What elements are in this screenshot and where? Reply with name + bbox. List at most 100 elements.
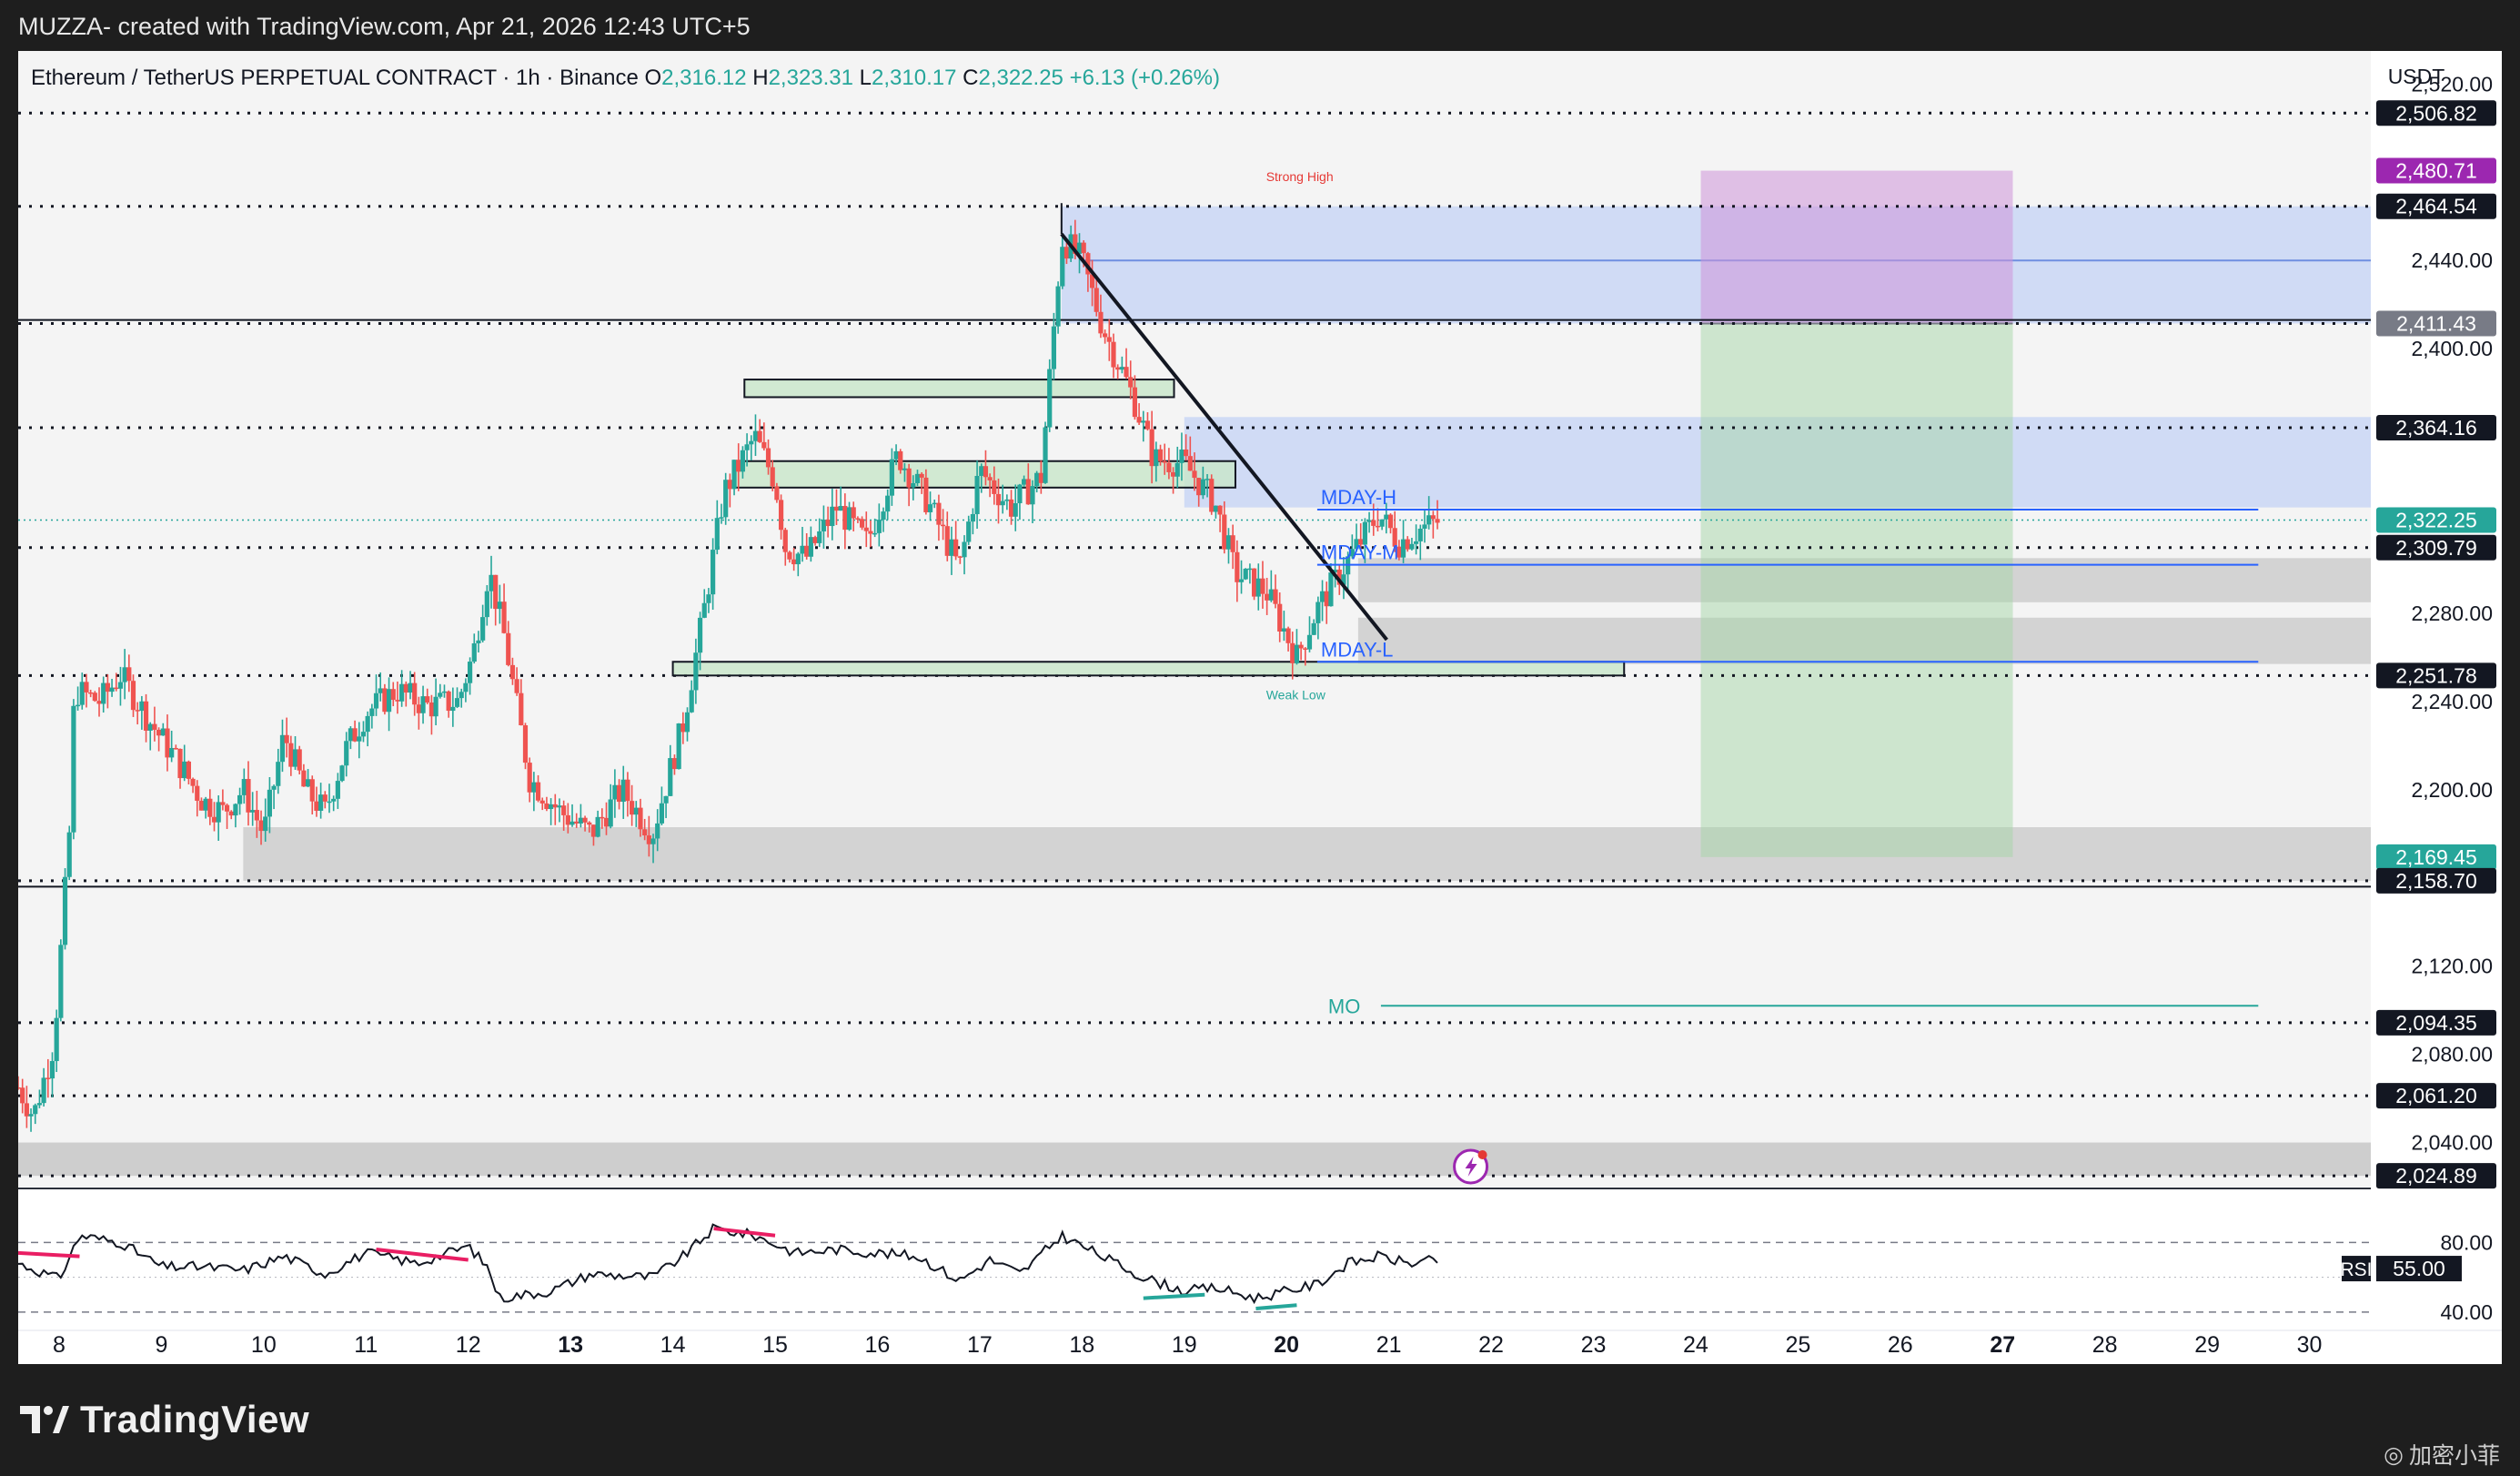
rsi-divergence-line: [376, 1248, 469, 1262]
candle-body: [1038, 472, 1043, 483]
candle-body: [1047, 369, 1053, 428]
candle-body: [1222, 514, 1227, 550]
candle-body: [987, 477, 993, 480]
candle-body: [378, 688, 383, 693]
time-tick-label: 26: [1888, 1332, 1913, 1358]
candle-body: [846, 507, 852, 531]
price-badge-text: 2,169.45: [2395, 845, 2477, 869]
candle-body: [590, 824, 597, 837]
candle-body: [800, 545, 805, 554]
legend-close-label: C: [963, 66, 979, 90]
currency-label: USDT: [2388, 65, 2445, 88]
price-badge-box: [2376, 157, 2496, 184]
legend-high-label: H: [752, 66, 769, 90]
candle-body: [75, 704, 81, 707]
candle-body: [84, 682, 89, 693]
watermark-text: 加密小菲: [2408, 1442, 2500, 1469]
candle-body: [109, 687, 115, 693]
candle-body: [995, 493, 1002, 506]
candle-body: [493, 574, 499, 610]
candle-body: [872, 532, 878, 535]
candle-body: [633, 807, 639, 815]
bottom-bar: [0, 1364, 2520, 1476]
candle-body: [940, 524, 946, 527]
candle-body: [79, 682, 85, 705]
candle-body: [587, 822, 592, 825]
candle-body: [1205, 479, 1210, 480]
candle-body: [1170, 471, 1176, 477]
price-badge-text: 2,094.35: [2395, 1011, 2477, 1035]
candle-body: [156, 729, 162, 736]
candle-body: [1379, 519, 1385, 527]
candle-body: [241, 779, 247, 795]
weak-low-label: Weak Low: [1266, 687, 1326, 702]
candle-body: [292, 749, 298, 767]
candle-body: [450, 706, 456, 712]
candle-body: [906, 468, 912, 488]
candle-body: [1315, 602, 1321, 623]
price-badge-box: [2376, 193, 2496, 219]
price-badge: 2,094.35: [2376, 1009, 2496, 1036]
mo-label: MO: [1328, 995, 1360, 1017]
candle-body: [220, 802, 226, 805]
candle-body: [668, 758, 673, 796]
candle-body: [1144, 420, 1151, 430]
candle-body: [147, 723, 153, 731]
rsi-divergence-line: [713, 1227, 776, 1238]
rsi-upper-label: 80.00: [2440, 1230, 2493, 1254]
candle-body: [489, 574, 494, 591]
candle-body: [195, 785, 200, 801]
candle-body: [630, 801, 635, 815]
candle-body: [765, 448, 771, 468]
candle-body: [454, 698, 460, 707]
candle-body: [1268, 589, 1274, 601]
price-tick-label: 2,400.00: [2411, 337, 2493, 360]
candle-body: [642, 829, 648, 836]
price-badge-box: [2376, 1009, 2496, 1036]
candle-body: [774, 486, 780, 500]
candle-body: [1128, 377, 1134, 388]
candle-body: [638, 807, 643, 830]
candle-body: [352, 728, 358, 742]
candle-body: [1332, 569, 1338, 573]
candle-body: [1290, 642, 1295, 663]
candle-body: [1375, 525, 1381, 528]
time-tick-label: 28: [2092, 1332, 2118, 1358]
tradingview-logo[interactable]: TradingView: [20, 1398, 309, 1441]
candle-body: [727, 480, 732, 490]
tradingview-brand: TradingView: [80, 1398, 310, 1441]
candle-body: [177, 748, 183, 779]
time-tick-label: 24: [1683, 1332, 1709, 1358]
candle-body: [1008, 499, 1014, 517]
candle-body: [1294, 644, 1300, 663]
candle-body: [914, 473, 921, 483]
candle-body: [1154, 449, 1159, 467]
candle-body: [701, 602, 707, 618]
candle-body: [902, 468, 908, 470]
mday-mid-label: MDAY-M: [1321, 541, 1399, 564]
candle-body: [143, 701, 149, 731]
price-tick-label: 2,520.00: [2411, 72, 2493, 96]
candle-body: [233, 804, 238, 816]
chart-area[interactable]: MDAY-H MDAY-M MDAY-L MO Strong High Weak Low U…: [18, 51, 2502, 1364]
candle-body: [1136, 417, 1142, 423]
chart-svg[interactable]: MDAY-H MDAY-M MDAY-L MO Strong High Weak Low U…: [18, 51, 2502, 1364]
price-badge: 2,411.43: [2376, 310, 2496, 337]
candle-body: [433, 696, 438, 717]
candle-body: [339, 765, 345, 782]
time-tick-label: 18: [1069, 1332, 1094, 1358]
candle-body: [778, 500, 784, 531]
candle-body: [893, 450, 899, 460]
candle-body: [216, 802, 221, 823]
candle-body: [463, 682, 469, 693]
candle-body: [408, 682, 413, 693]
range-zone: [243, 827, 2372, 881]
candle-body: [522, 725, 529, 763]
candle-body: [983, 466, 989, 478]
alert-icon: [1453, 1148, 1489, 1185]
candle-body: [45, 1077, 51, 1079]
candle-body: [1073, 234, 1078, 254]
candle-body: [1405, 539, 1410, 550]
candle-body: [1149, 429, 1154, 467]
time-tick-label: 15: [762, 1332, 788, 1358]
